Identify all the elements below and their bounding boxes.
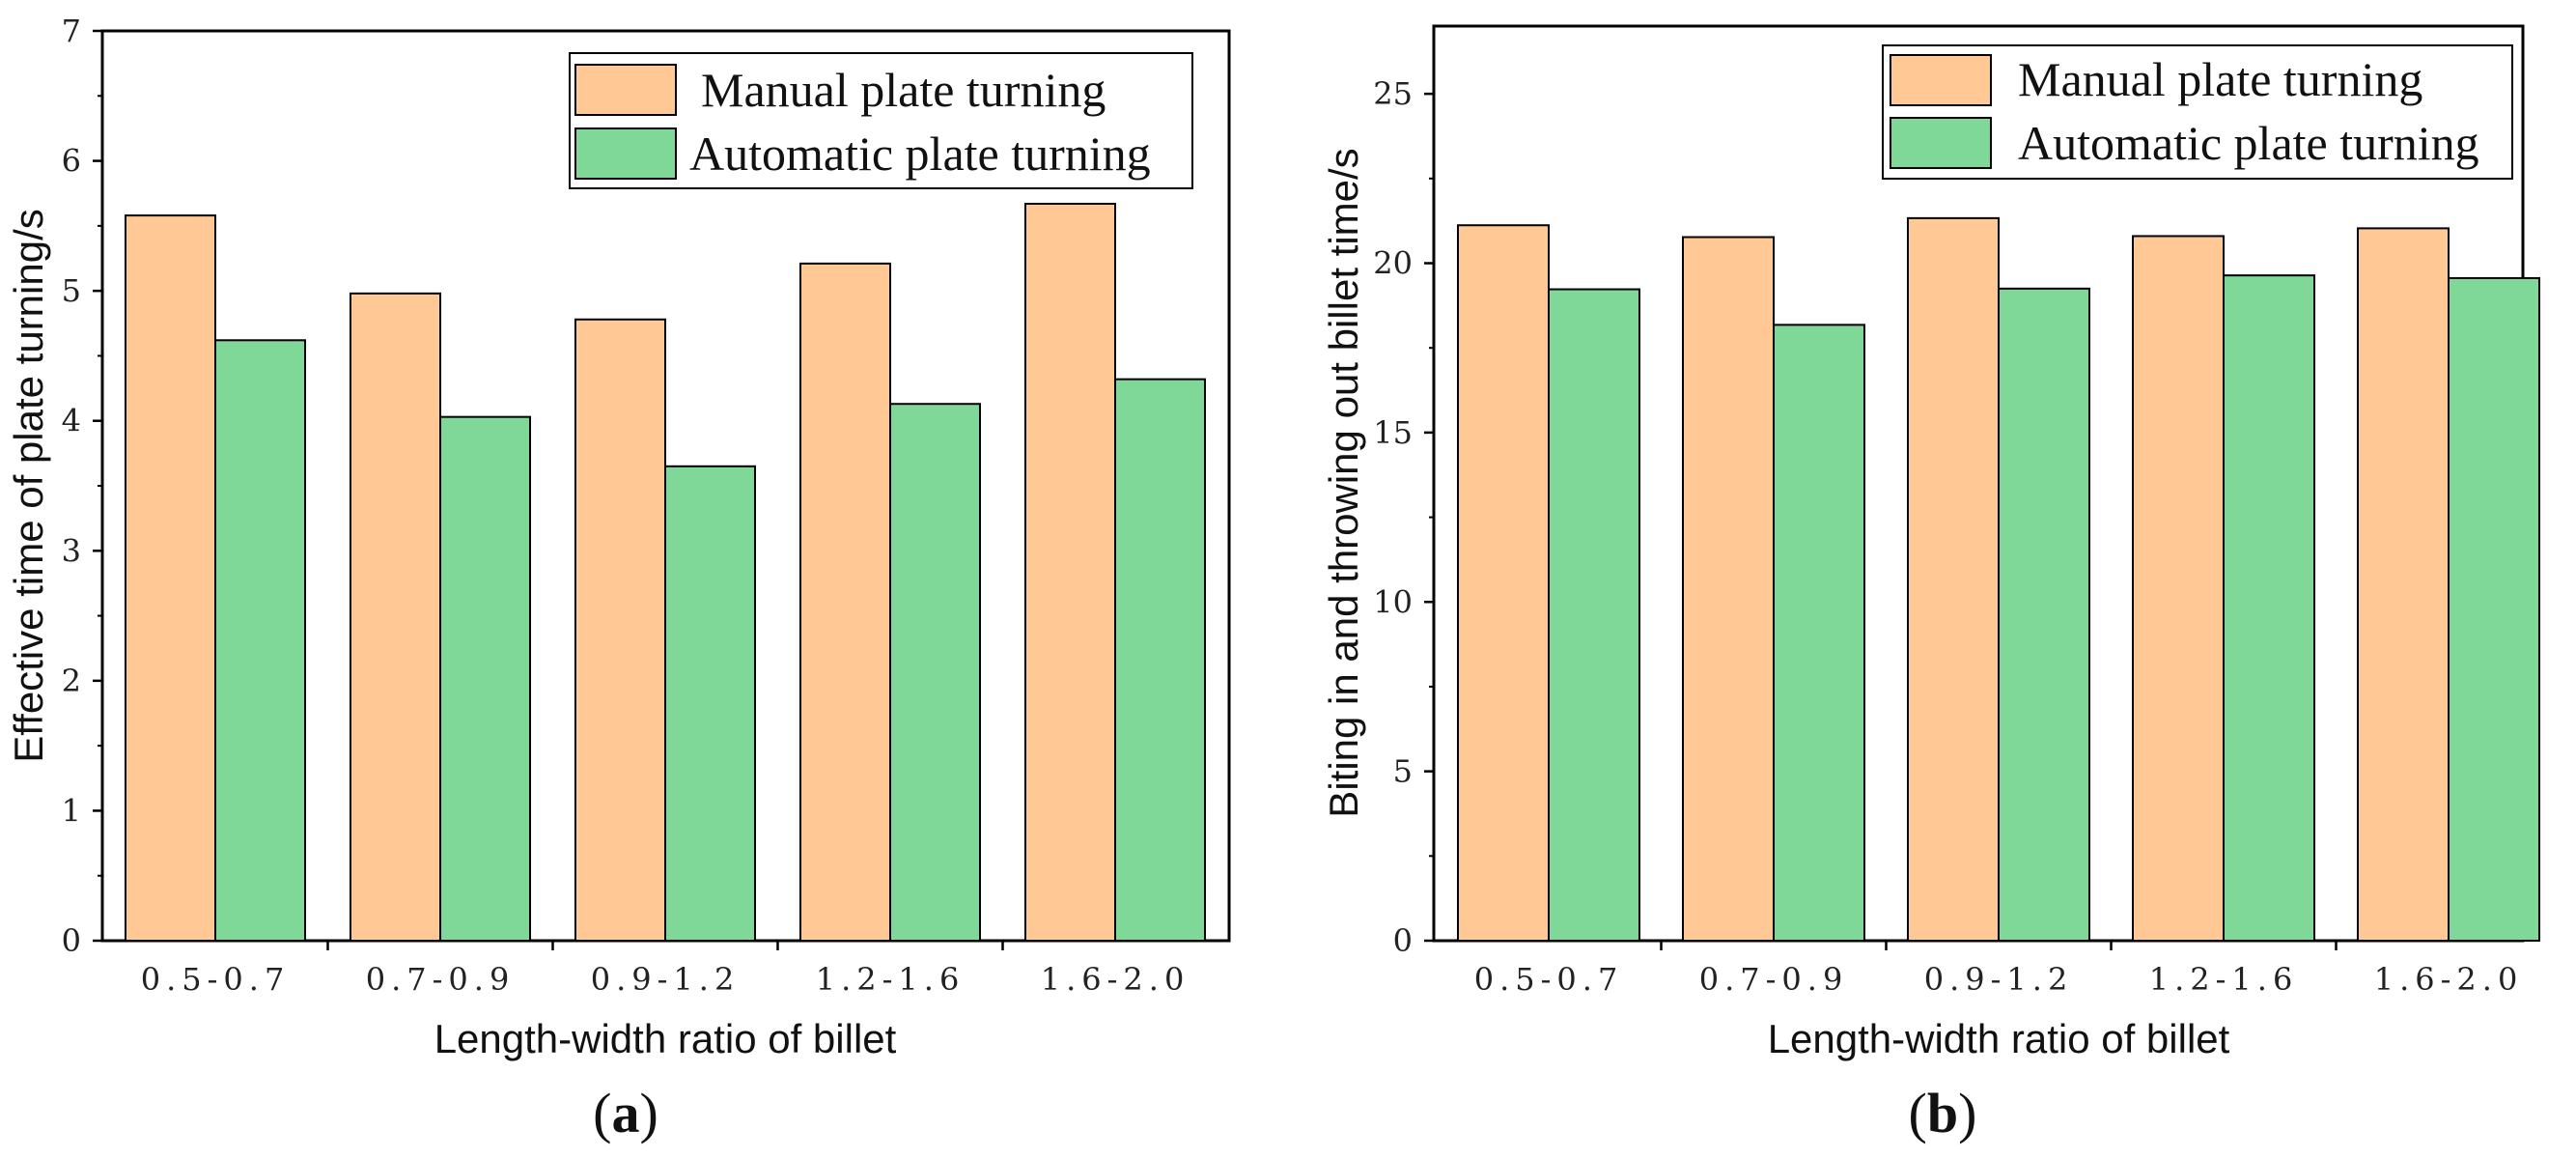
y-tick-label-a-5: 5 — [62, 272, 81, 309]
x-tick-label-b-3: 1.2-1.6 — [2149, 961, 2299, 998]
legend-swatch-automatic-b — [1890, 117, 1992, 169]
x-axis-ticks-a: 0.5-0.7 0.7-0.9 0.9-1.2 1.2-1.6 1.6-2.0 — [141, 941, 1190, 998]
y-axis-ticks-a: 0 1 2 3 4 5 6 7 — [62, 13, 102, 959]
x-axis-title-a: Length-width ratio of billet — [434, 1016, 897, 1061]
legend-label-manual-b: Manual plate turning — [2018, 52, 2422, 106]
x-tick-label-b-4: 1.6-2.0 — [2374, 961, 2524, 998]
bar-automatic-b-2 — [1998, 287, 2090, 942]
bar-automatic-b-3 — [2223, 274, 2315, 942]
bar-manual-a-3 — [799, 262, 891, 942]
x-axis-title-b: Length-width ratio of billet — [1768, 1016, 2230, 1061]
y-tick-label-a-4: 4 — [62, 403, 81, 439]
x-tick-label-a-0: 0.5-0.7 — [141, 961, 291, 998]
legend-label-automatic-a: Automatic plate turning — [689, 127, 1151, 181]
chart-panel-a: 0 1 2 3 4 5 6 7 0.5-0.7 0.7-0.9 0.9-1.2 1.2-1.6 1.6… — [6, 13, 1231, 1144]
y-tick-label-a-7: 7 — [62, 13, 81, 49]
y-tick-label-b-0: 0 — [1393, 922, 1413, 959]
y-tick-label-b-25: 25 — [1373, 75, 1413, 112]
panel-label-b: (b) — [1909, 1082, 1977, 1144]
legend-swatch-automatic-a — [574, 127, 677, 180]
x-tick-label-a-2: 0.9-1.2 — [591, 961, 741, 998]
bar-manual-b-2 — [1907, 216, 2000, 942]
bar-manual-a-4 — [1024, 202, 1116, 943]
bar-manual-b-1 — [1682, 236, 1775, 942]
y-tick-label-b-10: 10 — [1373, 583, 1413, 620]
y-tick-label-a-6: 6 — [62, 143, 81, 180]
bars-a — [125, 202, 1206, 943]
x-tick-label-a-3: 1.2-1.6 — [816, 961, 966, 998]
bar-automatic-b-4 — [2448, 276, 2540, 942]
legend-a: Manual plate turning Automatic plate tur… — [569, 52, 1193, 189]
legend-label-automatic-b: Automatic plate turning — [2018, 116, 2479, 170]
x-tick-label-a-4: 1.6-2.0 — [1041, 961, 1190, 998]
bar-manual-a-1 — [350, 292, 441, 942]
bar-automatic-a-0 — [214, 339, 306, 942]
x-axis-ticks-b: 0.5-0.7 0.7-0.9 0.9-1.2 1.2-1.6 1.6-2.0 — [1474, 941, 2524, 998]
legend-swatch-manual-a — [574, 64, 677, 116]
y-tick-label-a-1: 1 — [62, 792, 81, 829]
y-tick-label-a-2: 2 — [62, 663, 81, 699]
bars-b — [1457, 216, 2540, 943]
x-tick-label-b-0: 0.5-0.7 — [1474, 961, 1624, 998]
bar-manual-a-2 — [574, 318, 666, 942]
x-tick-label-a-1: 0.7-0.9 — [366, 961, 516, 998]
bar-automatic-a-3 — [889, 403, 981, 943]
y-tick-label-b-5: 5 — [1393, 753, 1413, 790]
bar-manual-b-3 — [2132, 235, 2225, 942]
x-tick-label-b-1: 0.7-0.9 — [1699, 961, 1849, 998]
bar-manual-b-0 — [1457, 224, 1550, 943]
panel-label-a: (a) — [593, 1082, 658, 1144]
y-tick-label-a-3: 3 — [62, 532, 81, 569]
y-axis-title-b: Biting in and throwing out billet time/s — [1321, 148, 1366, 817]
y-axis-title-a: Effective time of plate turning/s — [6, 209, 51, 763]
y-tick-label-b-15: 15 — [1373, 414, 1413, 451]
bar-manual-a-0 — [125, 214, 216, 942]
bar-automatic-a-1 — [439, 415, 531, 943]
x-tick-label-b-2: 0.9-1.2 — [1924, 961, 2074, 998]
y-tick-label-a-0: 0 — [62, 922, 81, 959]
bar-automatic-a-2 — [664, 465, 756, 942]
legend-label-manual-a: Manual plate turning — [701, 63, 1106, 117]
legend-b: Manual plate turning Automatic plate tur… — [1882, 44, 2513, 180]
bar-automatic-b-1 — [1773, 324, 1865, 942]
bar-automatic-b-0 — [1548, 288, 1640, 942]
bar-manual-b-4 — [2357, 227, 2450, 943]
legend-swatch-manual-b — [1890, 54, 1992, 106]
y-tick-label-b-20: 20 — [1373, 245, 1413, 282]
y-axis-ticks-b: 0 5 10 15 20 25 — [1373, 75, 1434, 959]
chart-panel-b: 0 5 10 15 20 25 0.5-0.7 0.7-0.9 0.9-1.2 1.2-1.6 1… — [1321, 24, 2540, 1144]
bar-automatic-a-4 — [1114, 378, 1206, 942]
